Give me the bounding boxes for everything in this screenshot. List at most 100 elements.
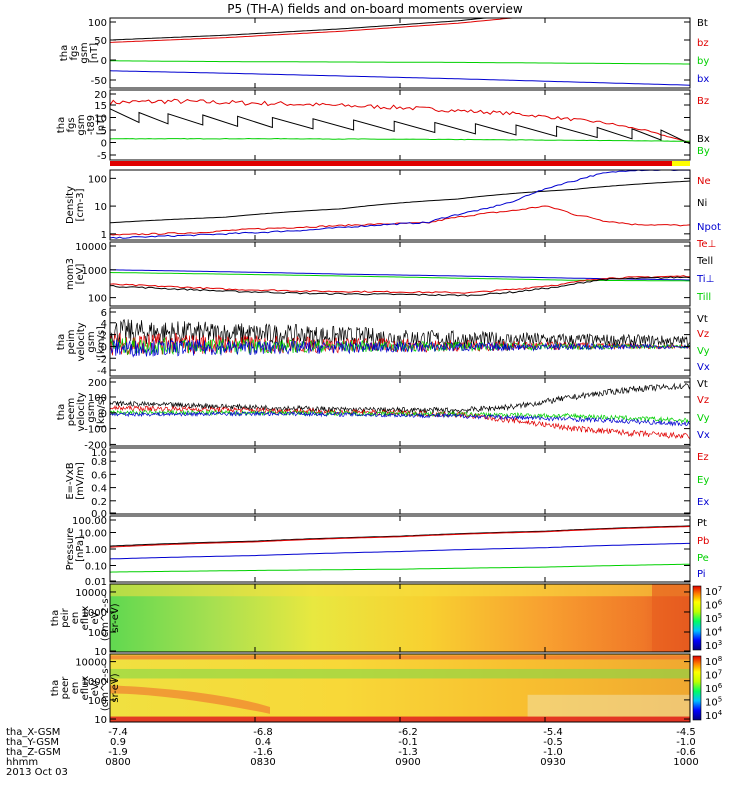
y-axis-label: Density[cm-3] — [65, 186, 86, 224]
chart-title: P5 (TH-A) fields and on-board moments ov… — [227, 2, 523, 16]
legend-entry-Npot: Npot — [697, 222, 721, 233]
legend-entry-Ez: Ez — [697, 452, 709, 463]
y-tick-label: 100 — [88, 393, 107, 404]
y-axis-label: thapeerenefluxeV/(cm^2-s-sr-eV) — [50, 664, 121, 711]
y-tick-label: 10000 — [75, 658, 107, 669]
y-tick-label: 1.0 — [91, 448, 107, 459]
legend-entry-Ey: Ey — [697, 475, 709, 486]
y-tick-label: 10000 — [75, 588, 107, 599]
legend-entry-Bx: Bx — [697, 134, 710, 145]
legend-entry-Pe: Pe — [697, 553, 709, 564]
y-tick-label: 0 — [101, 409, 107, 420]
y-axis-label: mom3[eV] — [65, 258, 86, 290]
legend-entry-bx: bx — [697, 74, 709, 85]
spectrogram-band — [652, 584, 690, 652]
status-bar-end — [672, 161, 690, 166]
y-tick-label: -50 — [91, 76, 107, 87]
colorbar-tick-label: 108 — [705, 655, 722, 668]
series-line-Ne — [109, 205, 691, 236]
panel-frame — [109, 515, 691, 583]
y-tick-label: 1000 — [82, 677, 107, 688]
y-tick-label: 200 — [88, 378, 107, 389]
y-tick-label: 10 — [94, 647, 107, 658]
colorbar — [692, 655, 702, 721]
colorbar-tick-label: 107 — [705, 585, 722, 598]
y-tick-label: 15 — [94, 101, 107, 112]
footer-value: 1000 — [673, 757, 699, 768]
colorbar-tick-label: 105 — [705, 612, 722, 625]
y-tick-label: -2 — [97, 354, 107, 365]
y-axis-label: thafgsgsm[nT] — [59, 42, 100, 63]
footer-value: 0900 — [395, 757, 421, 768]
spectrogram — [110, 654, 690, 722]
y-tick-label: 0.01 — [85, 577, 107, 588]
legend-entry-Tell: Tell — [696, 256, 713, 267]
y-tick-label: 10.00 — [78, 529, 107, 540]
y-tick-label: 0.4 — [91, 484, 107, 495]
panel-frame — [109, 89, 691, 161]
spectrogram-band — [110, 668, 690, 679]
y-tick-label: 0 — [101, 139, 107, 150]
footer-value: -4.5 — [676, 727, 696, 738]
panel-9: thapeirenefluxeV(cm^2-s-sr-eV) — [50, 583, 702, 653]
legend-entry-Ne: Ne — [697, 176, 711, 187]
series-line-Npot — [109, 169, 691, 239]
legend-entry-Te⊥: Te⊥ — [696, 239, 716, 250]
footer-value: -1.9 — [108, 747, 128, 758]
footer-value: -1.0 — [676, 737, 696, 748]
legend-entry-Vx: Vx — [697, 430, 710, 441]
legend-entry-Ex: Ex — [697, 497, 709, 508]
footer-value: 0830 — [250, 757, 276, 768]
legend-entry-Pb: Pb — [697, 536, 709, 547]
footer-row-label: tha_X-GSM — [6, 727, 61, 738]
y-axis-label: E=-VxB[mV/m] — [65, 462, 86, 500]
series-line-Pe — [109, 563, 690, 573]
legend-entry-bz: bz — [697, 38, 709, 49]
colorbar-tick-label: 104 — [705, 626, 723, 639]
y-tick-label: 0.8 — [91, 457, 107, 468]
colorbar-tick-label: 106 — [705, 682, 723, 695]
series-line-Vy — [109, 409, 691, 424]
y-tick-label: 10 — [94, 715, 107, 726]
y-tick-label: 100 — [88, 18, 107, 29]
legend-entry-Vz: Vz — [697, 395, 709, 406]
y-tick-label: 0.6 — [91, 470, 107, 481]
y-tick-label: 10000 — [75, 242, 107, 253]
footer-value: -0.1 — [398, 737, 418, 748]
y-tick-label: 6 — [101, 308, 107, 319]
panel-7: E=-VxB[mV/m] — [65, 447, 691, 515]
y-tick-label: 1000 — [82, 608, 107, 619]
panel-10: thapeerenefluxeV/(cm^2-s-sr-eV) — [50, 653, 702, 723]
footer-value: 0930 — [540, 757, 566, 768]
y-tick-label: 100.00 — [72, 516, 107, 527]
colorbar-tick-label: 104 — [705, 709, 723, 722]
panel-6: thapeemvelocitygsm[km/s] — [56, 377, 691, 447]
y-tick-label: 0.0 — [91, 509, 107, 520]
legend-entry-Ni: Ni — [697, 198, 707, 209]
y-tick-label: 100 — [88, 294, 107, 305]
legend-entry-Pi: Pi — [697, 569, 706, 580]
y-tick-label: 100 — [88, 696, 107, 707]
colorbar — [692, 585, 702, 651]
footer-value: -5.4 — [543, 727, 563, 738]
legend-entry-Vy: Vy — [697, 346, 710, 357]
series-line-Bz — [109, 98, 691, 143]
y-tick-label: 1 — [101, 230, 107, 241]
y-tick-label: 100 — [88, 628, 107, 639]
legend-entry-Pt: Pt — [697, 518, 707, 529]
y-tick-label: 10 — [94, 202, 107, 213]
y-tick-label: 0 — [101, 56, 107, 67]
panel-1: thafgsgsm[nT] — [59, 17, 691, 89]
y-tick-label: -4 — [97, 366, 107, 377]
panel-2: thafgsgsm-t89[nT] — [56, 89, 691, 161]
legend-entry-Vt: Vt — [697, 379, 708, 390]
footer-value: 0.9 — [110, 737, 126, 748]
y-axis-label: thapeemvelocitygsm[km/s] — [56, 392, 107, 431]
y-tick-label: -5 — [97, 151, 107, 162]
series-line-Bx — [109, 108, 691, 145]
series-line-Ti⊥ — [109, 269, 690, 281]
footer-row-label: tha_Z-GSM — [6, 747, 61, 758]
footer-value: 0.4 — [255, 737, 271, 748]
y-tick-label: 20 — [94, 90, 107, 101]
